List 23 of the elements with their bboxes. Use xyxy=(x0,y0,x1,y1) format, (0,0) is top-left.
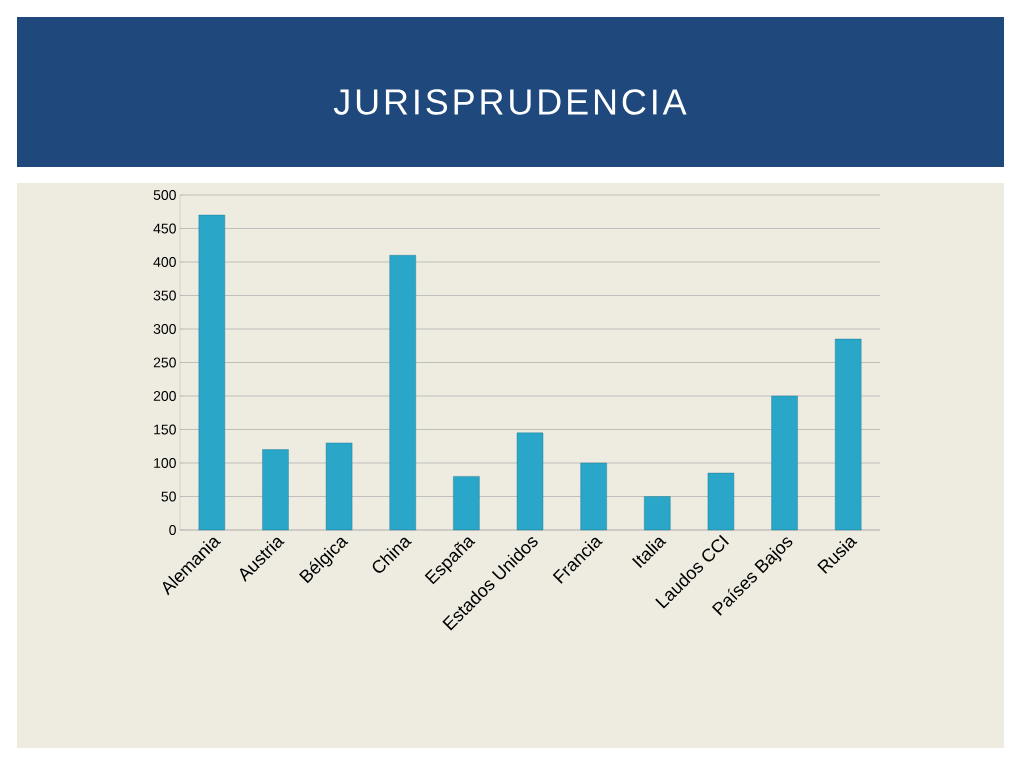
y-tick-label: 400 xyxy=(153,257,176,267)
bar xyxy=(707,472,735,531)
y-tick-label: 0 xyxy=(169,525,176,535)
y-tick-label: 150 xyxy=(154,424,176,435)
y-tick-label: 500 xyxy=(153,190,176,200)
bar xyxy=(389,255,416,531)
bar xyxy=(325,442,353,531)
bar xyxy=(834,338,862,531)
bar xyxy=(453,476,480,531)
bar xyxy=(771,395,798,531)
bar xyxy=(262,449,289,531)
y-tick-label: 350 xyxy=(153,290,176,301)
y-tick-label: 250 xyxy=(153,357,176,368)
bar xyxy=(580,462,607,531)
y-tick-label: 450 xyxy=(153,223,176,234)
y-tick-label: 300 xyxy=(153,324,176,334)
bar xyxy=(644,496,671,531)
chart-title: JURISPRUDENCIA xyxy=(333,89,687,115)
y-tick-label: 50 xyxy=(161,491,176,502)
bar xyxy=(198,214,226,531)
y-tick-label: 200 xyxy=(153,391,176,401)
y-tick-label: 100 xyxy=(154,458,176,468)
bar xyxy=(516,432,544,531)
